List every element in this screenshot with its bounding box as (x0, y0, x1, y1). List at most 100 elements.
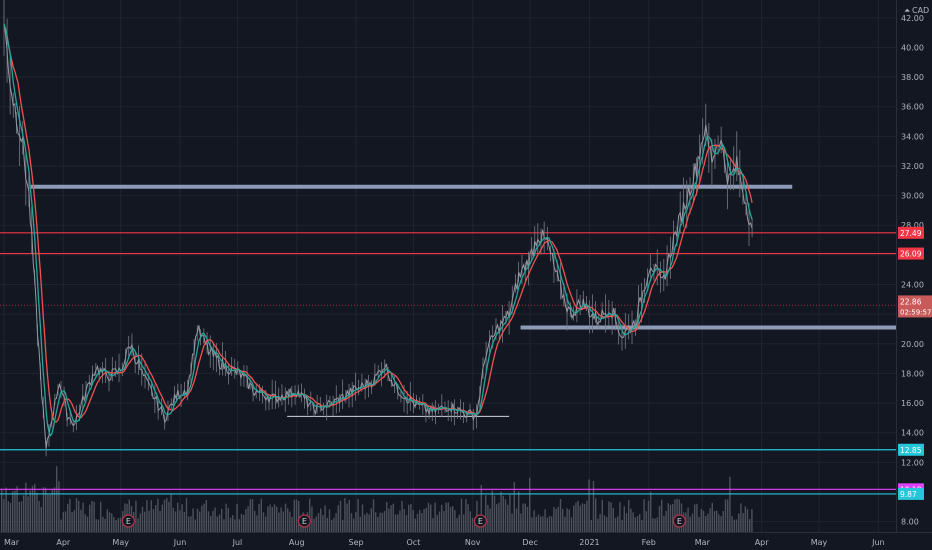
time-tick-label: Mar (4, 538, 20, 547)
volume-bar (12, 491, 14, 532)
volume-bar (194, 519, 196, 532)
volume-bar (386, 502, 388, 532)
volume-bar (324, 505, 326, 532)
volume-bar (735, 519, 738, 532)
volume-bar (555, 508, 557, 532)
volume-bar (500, 491, 502, 532)
arrow-up-icon[interactable]: ⏶ (904, 6, 911, 15)
level-badge-bg (898, 226, 924, 239)
horizontal-levels[interactable] (0, 184, 896, 495)
volume-bar (36, 492, 38, 532)
volume-bar (78, 500, 80, 532)
volume-bar (326, 517, 328, 532)
time-axis[interactable]: Mar Apr May Jun Jul Aug Sep Oct Nov Dec 2021 Feb Mar… (4, 538, 885, 547)
volume-bar (62, 512, 64, 532)
price-tick-label: 38.00 (901, 73, 924, 82)
volume-bar (71, 512, 73, 532)
volume-bar (89, 504, 91, 532)
time-tick-label: Mar (695, 538, 711, 547)
volume-bar (82, 502, 84, 532)
time-tick-label: Jul (232, 538, 243, 547)
volume-bar (214, 507, 216, 532)
volume-bar (93, 501, 95, 532)
volume-bar (566, 508, 568, 532)
volume-bar (166, 498, 168, 532)
volume-bar (234, 519, 236, 532)
volume-bar (447, 502, 449, 532)
volume-bar (150, 500, 152, 532)
volume-bar (689, 516, 691, 532)
volume-bar (432, 518, 434, 532)
volume-bar (496, 504, 498, 532)
volume-bar (23, 495, 25, 532)
volume-bar (247, 506, 249, 532)
price-tick-label: 14.00 (901, 429, 924, 438)
price-badge-countdown: 02:59:57 (900, 308, 931, 316)
volume-bar (298, 500, 300, 532)
volume-bar (603, 515, 606, 532)
volume-bar (573, 505, 575, 532)
volume-bar (625, 513, 628, 532)
volume-bar (454, 510, 456, 532)
earnings-marker[interactable] (121, 514, 136, 528)
volume-bar (502, 495, 504, 532)
volume-bar (119, 517, 122, 532)
volume-bar (621, 519, 623, 532)
volume-bar (146, 500, 148, 532)
volume-bar (388, 508, 390, 532)
volume-bar (606, 517, 608, 532)
volume-bar (441, 504, 443, 532)
earnings-marker[interactable] (297, 514, 312, 528)
volume-bar (240, 513, 243, 532)
price-tick-label: 40.00 (901, 43, 924, 52)
volume-bar (14, 490, 16, 532)
volume-bar (1, 489, 3, 532)
volume-bar (331, 519, 333, 532)
volume-bar (144, 511, 146, 532)
volume-bar (639, 514, 641, 532)
volume-bar (135, 500, 137, 532)
volume-bar (183, 511, 185, 532)
volume-bar (190, 516, 192, 532)
volume-bar (511, 513, 513, 532)
volume-bar (141, 506, 144, 532)
volume-bar (663, 515, 665, 532)
price-tick-label: 28.00 (901, 221, 924, 230)
volume-bar (465, 499, 467, 532)
volume-bar (108, 512, 111, 532)
volume-bar (401, 500, 403, 532)
volume-bar (7, 501, 9, 532)
volume-bar (155, 505, 157, 532)
volume-bar (276, 506, 278, 532)
earnings-marker[interactable] (473, 514, 488, 528)
volume-bar (570, 517, 573, 532)
time-tick-label: 2021 (579, 538, 599, 547)
level-badge-bg (898, 443, 924, 456)
volume-bar (31, 485, 34, 532)
volume-bar (64, 511, 67, 532)
volume-bar (309, 498, 311, 532)
price-axis[interactable]: 42.00 40.00 38.00 36.00 34.00 32.00 30.00 28.00… (901, 14, 924, 527)
volume-bar (333, 517, 335, 532)
volume-bar (599, 513, 601, 532)
volume-bar (518, 491, 520, 532)
earnings-marker-label: E (677, 517, 682, 526)
volume-bar (207, 511, 210, 532)
volume-bar (383, 510, 386, 532)
volume-bar (707, 513, 709, 532)
volume-bar (746, 509, 749, 532)
volume-bar (289, 511, 291, 532)
level-badge: 12.85 (900, 446, 922, 455)
volume-bar (313, 518, 315, 532)
earnings-marker[interactable] (672, 514, 687, 528)
volume-bar (293, 499, 295, 532)
volume-bar (357, 499, 359, 532)
volume-bar (628, 500, 630, 532)
volume-bar (196, 508, 199, 532)
volume-bar (588, 479, 590, 532)
volume-bar (399, 510, 401, 532)
volume-bar (608, 501, 610, 532)
volume-bar (507, 504, 509, 532)
